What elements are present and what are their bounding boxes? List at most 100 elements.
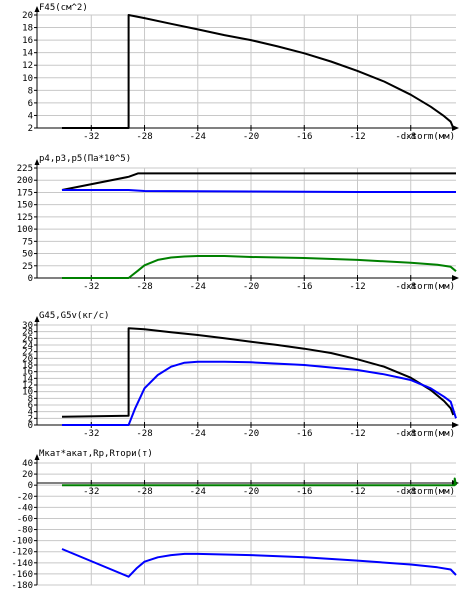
y-tick-label: 8 — [28, 394, 33, 404]
y-tick-label: -60 — [17, 514, 33, 524]
y-tick-label: 10 — [22, 74, 33, 84]
y-tick-label: 4 — [28, 408, 33, 418]
y-axis-arrow — [34, 6, 40, 12]
series-line-0 — [61, 327, 455, 418]
y-tick-label: 8 — [28, 86, 33, 96]
x-tick-label: -12 — [349, 132, 365, 142]
x-tick-label: -32 — [83, 487, 99, 497]
x-tick-label: -28 — [136, 132, 152, 142]
y-tick-label: 4 — [28, 111, 33, 121]
x-tick-label: -20 — [243, 429, 259, 439]
y-tick-label: 16 — [22, 36, 33, 46]
series-line-1 — [62, 189, 456, 193]
panel-pressure: 0 25 50 75 100 125 150 175 200 225 -32 -28 -24 -20 -16… — [17, 154, 459, 292]
y-tick-label: 26 — [22, 334, 33, 344]
x-tick-label: -20 — [243, 487, 259, 497]
y-tick-label: 10 — [22, 388, 33, 398]
chart-title: p4,p3,p5(Па*10^5) — [39, 154, 131, 164]
y-tick-label: 28 — [22, 328, 33, 338]
y-tick-label: -40 — [17, 503, 33, 513]
y-tick-label: 14 — [22, 374, 33, 384]
chart-title: G45,G5v(кг/с) — [39, 311, 109, 321]
y-tick-label: 175 — [17, 188, 33, 198]
chart-title: Mкат*акат,Rp,Rтори(т) — [39, 449, 153, 459]
x-tick-label: -28 — [136, 487, 152, 497]
y-tick-label: 22 — [22, 348, 33, 358]
y-tick-label: 20 — [22, 354, 33, 364]
y-tick-label: 14 — [22, 49, 33, 59]
y-tick-label: 2 — [28, 414, 33, 424]
y-tick-label: 125 — [17, 213, 33, 223]
x-tick-label: -8 — [405, 132, 416, 142]
x-tick-label: -28 — [136, 429, 152, 439]
x-tick-label: -32 — [83, 282, 99, 292]
y-tick-label: 100 — [17, 225, 33, 235]
x-tick-label: -8 — [405, 429, 416, 439]
x-tick-label: -16 — [296, 282, 312, 292]
y-tick-label: 75 — [22, 237, 33, 247]
series-line-2 — [62, 255, 457, 279]
y-tick-label: 0 — [28, 481, 33, 491]
y-tick-label: 40 — [22, 459, 33, 469]
x-tick-label: -20 — [243, 282, 259, 292]
x-axis-label: -dxtorm(мм) — [395, 487, 455, 497]
y-axis-arrow — [34, 159, 40, 165]
y-tick-label: 25 — [22, 262, 33, 272]
y-tick-label: -140 — [11, 559, 33, 569]
series-line-1 — [61, 548, 457, 578]
x-axis-arrow — [452, 422, 459, 428]
y-tick-label: 225 — [17, 164, 33, 174]
x-tick-label: -24 — [190, 429, 206, 439]
panel-force: -180-160-140-120-100-80-60-40-2002040-32… — [11, 449, 459, 591]
y-axis-arrow — [34, 454, 40, 460]
y-tick-label: 2 — [28, 124, 33, 134]
y-tick-label: 30 — [22, 321, 33, 331]
y-tick-label: -80 — [17, 526, 33, 536]
y-tick-label: 24 — [22, 341, 33, 351]
y-tick-label: 18 — [22, 361, 33, 371]
x-axis-label: -dxtorm(мм) — [395, 429, 455, 439]
x-tick-label: -32 — [83, 132, 99, 142]
y-axis-arrow — [34, 316, 40, 322]
y-tick-label: 150 — [17, 201, 33, 211]
x-axis-arrow — [452, 275, 459, 281]
y-tick-label: 6 — [28, 401, 33, 411]
x-tick-label: -24 — [190, 487, 206, 497]
x-tick-label: -16 — [296, 487, 312, 497]
y-tick-label: 0 — [28, 421, 33, 431]
y-tick-label: 12 — [22, 61, 33, 71]
y-tick-label: 200 — [17, 176, 33, 186]
x-tick-label: -24 — [190, 282, 206, 292]
y-tick-label: 18 — [22, 24, 33, 34]
panel-area-f45: 2 4 6 8 10 12 14 16 18 20 -32 -28 -24 -20 -16 -12 -8 F45(… — [22, 3, 459, 142]
y-tick-label: -180 — [11, 581, 33, 591]
y-tick-label: 6 — [28, 99, 33, 109]
x-tick-label: -32 — [83, 429, 99, 439]
y-tick-label: 50 — [22, 250, 33, 260]
chart-title: F45(см^2) — [39, 3, 88, 13]
y-tick-label: 20 — [22, 11, 33, 21]
y-tick-label: -120 — [11, 548, 33, 558]
x-tick-label: -8 — [405, 282, 416, 292]
y-tick-label: -100 — [11, 537, 33, 547]
series-line-0 — [62, 14, 455, 129]
x-axis-label: -dxtorm(мм) — [395, 282, 455, 292]
x-tick-label: -12 — [349, 487, 365, 497]
y-tick-label: -20 — [17, 492, 33, 502]
y-tick-label: 16 — [22, 368, 33, 378]
series-line-1 — [62, 360, 457, 426]
x-tick-label: -24 — [190, 132, 206, 142]
x-tick-label: -12 — [349, 429, 365, 439]
series-line-0 — [61, 172, 456, 191]
y-tick-label: -160 — [11, 570, 33, 580]
x-tick-label: -12 — [349, 282, 365, 292]
x-axis-label: -dxtorm(мм) — [395, 132, 455, 142]
x-tick-label: -16 — [296, 132, 312, 142]
x-tick-label: -20 — [243, 132, 259, 142]
series-line-0 — [62, 477, 457, 487]
y-tick-label: 0 — [28, 274, 33, 284]
x-tick-label: -8 — [405, 487, 416, 497]
x-tick-label: -28 — [136, 282, 152, 292]
